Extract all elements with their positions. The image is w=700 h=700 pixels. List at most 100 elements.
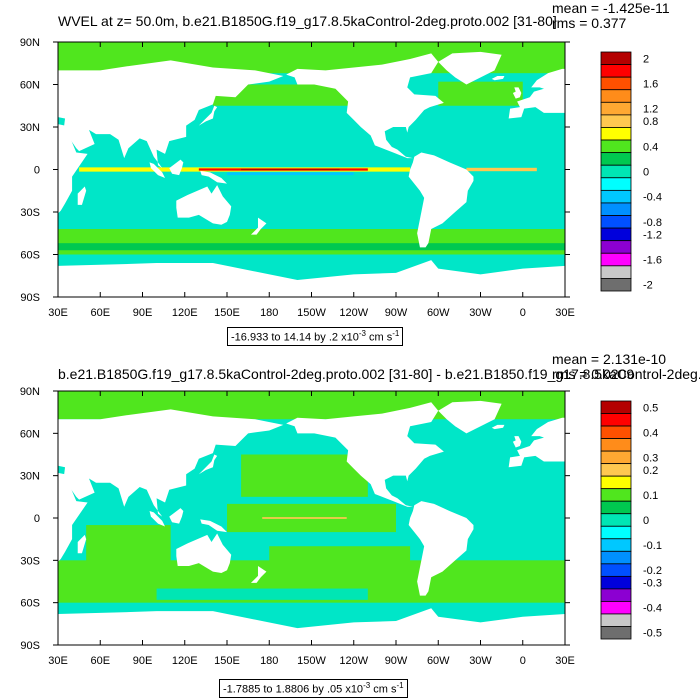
southern-ocean-cyan <box>156 588 368 600</box>
land-iceland <box>491 424 505 430</box>
y-tick-label: 30S <box>20 555 40 567</box>
land-japan <box>198 105 218 126</box>
land-namerica <box>286 402 444 507</box>
x-tick-label: 30E <box>48 307 68 319</box>
x-tick-label: 0 <box>520 307 526 319</box>
top-map-range-box: -16.933 to 14.14 by .2 x10-3 cm s-1 <box>227 327 404 346</box>
y-tick-label: 60S <box>20 250 40 262</box>
y-tick-label: 90N <box>20 37 40 49</box>
x-tick-label: 30E <box>555 655 575 667</box>
colorbar-swatch <box>600 413 632 427</box>
land-uk <box>512 436 522 448</box>
land-australia <box>176 533 232 574</box>
equator-darkred <box>241 168 340 171</box>
equator-atlantic <box>466 167 537 172</box>
land-nz <box>250 217 267 235</box>
colorbar-label: 0 <box>643 167 649 179</box>
x-tick-label: 30W <box>469 655 492 667</box>
top-map-range-unit-exp: -1 <box>392 329 400 338</box>
colorbar-label: -0.3 <box>643 578 662 590</box>
land-namerica <box>286 53 444 159</box>
colorbar-label: -0.1 <box>643 540 662 552</box>
colorbar-swatch <box>600 601 632 615</box>
x-tick-label: 60E <box>90 655 110 667</box>
colorbar-swatch <box>600 463 632 477</box>
top-map-plot: 30E 60E 90E 120E 150E 180 150W 120W 90W 60W 30W 0 30… <box>0 37 662 319</box>
x-tick-label: 150W <box>297 307 326 319</box>
colorbar-swatch <box>600 164 632 179</box>
colorbar-swatch <box>600 89 632 103</box>
colorbar-swatch <box>600 177 632 191</box>
top-map-title: WVEL at z= 50.0m, b.e21.B1850G.f19_g17.8… <box>58 13 557 29</box>
land-uk <box>512 87 522 99</box>
y-tick-label: 90S <box>20 292 40 304</box>
n-pacific-band <box>241 454 368 497</box>
land-scand <box>531 68 565 91</box>
land-sumatra <box>149 162 166 178</box>
bottom-map-range-exp: -3 <box>363 681 371 690</box>
bottom-map-rms: rms = 0.0209 <box>552 366 635 382</box>
land-borneo <box>169 508 184 524</box>
land-madagascar <box>77 534 87 554</box>
colorbar-swatch <box>600 525 632 540</box>
bottom-map-mean: mean = 2.131e-10 <box>552 351 667 367</box>
land-eurasia <box>58 409 284 517</box>
land-africa <box>0 117 88 220</box>
land-nz <box>250 565 267 583</box>
colorbar-swatch <box>600 563 632 577</box>
top-map-range-exp: -3 <box>358 329 366 338</box>
colorbar-label: 1.6 <box>643 78 658 90</box>
colorbar-swatch <box>600 425 632 439</box>
land-greenland <box>438 400 502 434</box>
land-borneo <box>169 159 184 176</box>
colorbar-swatch <box>600 189 632 204</box>
colorbar-label: 0.8 <box>643 116 658 128</box>
colorbar-swatch <box>600 488 632 502</box>
land-newguinea <box>200 170 227 184</box>
bottom-map-plot: 30E 60E 90E 120E 150E 180 150W 120W 90W 60W 30W 0 30… <box>0 386 662 667</box>
southern-band <box>58 229 565 255</box>
top-map-panel: 30E 60E 90E 120E 150E 180 150W 120W 90W 60W 30W 0 30… <box>0 0 670 346</box>
y-tick-label: 90N <box>20 386 40 398</box>
colorbar-label: -0.8 <box>643 217 662 229</box>
x-tick-label: 60W <box>427 655 450 667</box>
southern-band-dark <box>58 243 565 251</box>
colorbar-swatch <box>600 588 632 602</box>
x-tick-label: 150E <box>214 655 240 667</box>
x-tick-label: 120E <box>172 307 198 319</box>
x-tick-label: 90E <box>133 307 153 319</box>
x-tick-label: 120W <box>339 655 368 667</box>
y-tick-label: 30S <box>20 207 40 219</box>
x-tick-label: 150E <box>214 307 240 319</box>
colorbar-swatch <box>600 626 632 640</box>
x-tick-label: 90W <box>385 655 408 667</box>
colorbar-swatch <box>600 152 632 166</box>
y-tick-label: 0 <box>34 513 40 525</box>
top-map-mean: mean = -1.425e-11 <box>552 0 670 16</box>
land-africa <box>0 465 88 568</box>
bottom-map-range-unit: cm s <box>370 683 397 696</box>
colorbar-swatch <box>600 127 632 141</box>
x-tick-label: 180 <box>260 307 278 319</box>
colorbar-label: 0.3 <box>643 452 658 464</box>
colorbar-swatch <box>600 450 632 465</box>
bottom-map-range-text: -1.7885 to 1.8806 by .05 x10 <box>223 683 364 696</box>
y-tick-label: 30N <box>20 122 40 134</box>
colorbar-label: -0.5 <box>643 628 662 640</box>
colorbar-swatch <box>600 101 632 116</box>
colorbar-swatch <box>600 278 632 292</box>
colorbar-swatch <box>600 76 632 91</box>
colorbar-label: 1.2 <box>643 104 658 116</box>
y-tick-label: 90S <box>20 640 40 652</box>
colorbar-swatch <box>600 438 632 452</box>
colorbar-swatch <box>600 51 632 65</box>
x-tick-label: 30E <box>555 307 575 319</box>
land-australia <box>176 185 232 225</box>
land-scand <box>531 417 565 439</box>
x-tick-label: 180 <box>260 655 278 667</box>
colorbar-label: -1.6 <box>643 255 662 267</box>
x-tick-label: 150W <box>297 655 326 667</box>
top-map-rms: rms = 0.377 <box>552 15 627 31</box>
colorbar-swatch <box>600 538 632 552</box>
colorbar-label: 0.5 <box>643 402 658 414</box>
